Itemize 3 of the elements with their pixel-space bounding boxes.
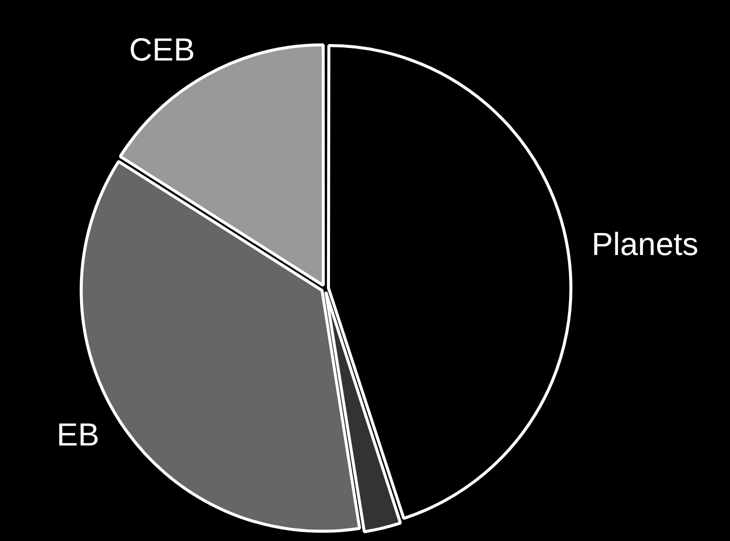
slice-label: CEB — [129, 32, 195, 68]
slice-label: Planets — [592, 226, 698, 262]
slice-label: EB — [56, 416, 100, 453]
